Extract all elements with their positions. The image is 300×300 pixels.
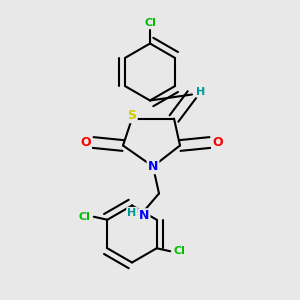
Text: H: H: [128, 208, 136, 218]
Text: O: O: [212, 136, 223, 149]
Text: Cl: Cl: [173, 246, 185, 256]
Text: N: N: [148, 160, 158, 173]
Text: S: S: [128, 109, 136, 122]
Text: Cl: Cl: [79, 212, 91, 222]
Text: O: O: [80, 136, 91, 149]
Text: Cl: Cl: [144, 17, 156, 28]
Text: N: N: [139, 209, 149, 223]
Text: H: H: [196, 86, 206, 97]
